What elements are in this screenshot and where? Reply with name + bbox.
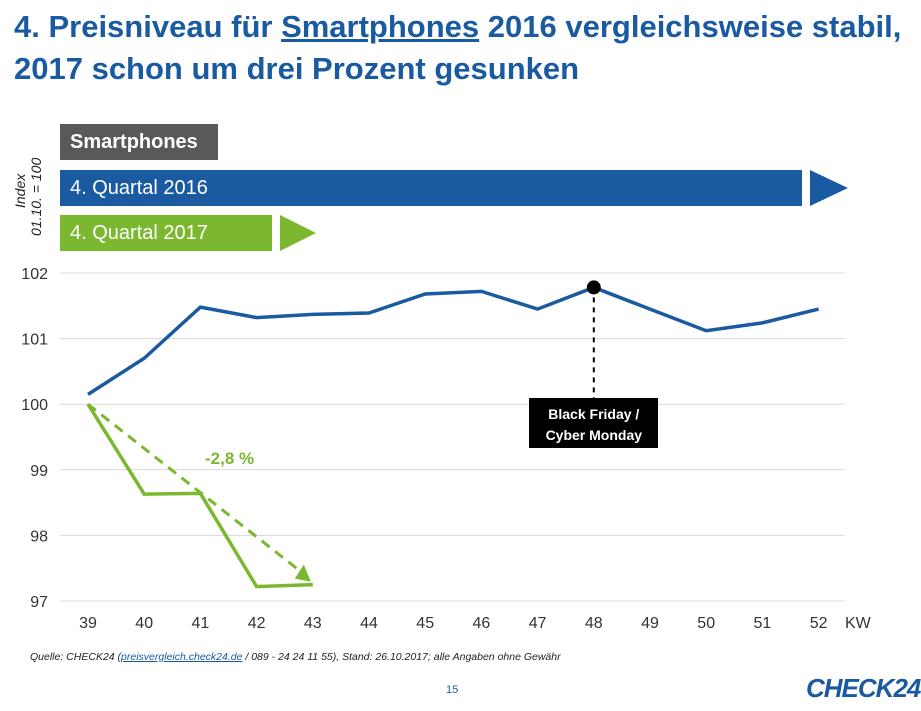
legend-2017-label: 4. Quartal 2017 bbox=[70, 222, 208, 244]
x-tick-label: 50 bbox=[697, 615, 715, 632]
y-tick-label: 102 bbox=[21, 266, 48, 283]
title-text-1: 4. Preisniveau für bbox=[14, 9, 282, 44]
title-underlined: Smartphones bbox=[281, 9, 480, 44]
source-suffix: / 089 - 24 24 11 55), Stand: 26.10.2017;… bbox=[242, 651, 561, 663]
y-tick-label: 99 bbox=[30, 463, 48, 480]
y-tick-label: 97 bbox=[30, 594, 48, 611]
legend-2017-arrow bbox=[280, 215, 316, 251]
black-friday-label-1: Black Friday / bbox=[548, 406, 639, 422]
x-tick-label: 45 bbox=[416, 615, 434, 632]
legend-2016-bar bbox=[60, 170, 802, 206]
x-tick-label: 39 bbox=[79, 615, 97, 632]
x-tick-label: 44 bbox=[360, 615, 378, 632]
trend-arrow-line bbox=[87, 403, 302, 573]
legend-category-label: Smartphones bbox=[70, 131, 198, 153]
legend-2016-label: 4. Quartal 2016 bbox=[70, 177, 208, 199]
x-tick-label: 52 bbox=[810, 615, 828, 632]
source-prefix: Quelle: CHECK24 ( bbox=[30, 651, 122, 663]
black-friday-marker bbox=[586, 280, 601, 295]
source-note: Quelle: CHECK24 (preisvergleich.check24.… bbox=[30, 651, 561, 663]
trend-label: -2,8 % bbox=[205, 449, 254, 468]
page-number: 15 bbox=[446, 684, 459, 696]
title-text-2: 2016 vergleichsweise stabil, 2017 schon … bbox=[14, 9, 902, 86]
x-tick-label: 41 bbox=[192, 615, 210, 632]
legend-2016-arrow bbox=[810, 170, 848, 206]
page-title: 4. Preisniveau für Smartphones 2016 verg… bbox=[14, 6, 904, 90]
x-tick-label: 48 bbox=[585, 615, 603, 632]
trend-arrow-head bbox=[294, 564, 311, 582]
legend-category-bar bbox=[60, 124, 218, 160]
y-tick-label: 98 bbox=[30, 528, 48, 545]
source-link[interactable]: preisvergleich.check24.de bbox=[121, 651, 243, 663]
black-friday-box bbox=[529, 398, 658, 448]
x-tick-label: 42 bbox=[248, 615, 266, 632]
x-tick-label: 51 bbox=[754, 615, 772, 632]
legend-2017-bar bbox=[60, 215, 272, 251]
x-tick-label: 43 bbox=[304, 615, 322, 632]
y-tick-label: 101 bbox=[21, 332, 48, 349]
x-axis-label: KW bbox=[845, 615, 872, 632]
x-tick-label: 46 bbox=[473, 615, 491, 632]
x-tick-label: 47 bbox=[529, 615, 547, 632]
y-tick-label: 100 bbox=[21, 397, 48, 414]
x-tick-label: 40 bbox=[135, 615, 153, 632]
x-tick-label: 49 bbox=[641, 615, 659, 632]
series-line-2016 bbox=[87, 285, 820, 396]
check24-logo: CHECK24 bbox=[806, 673, 921, 703]
black-friday-label-2: Cyber Monday bbox=[546, 427, 643, 443]
